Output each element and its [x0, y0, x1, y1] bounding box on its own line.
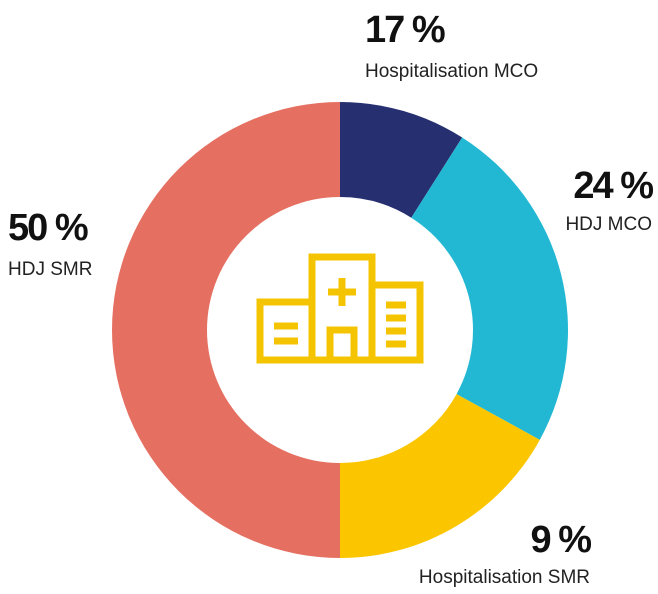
donut-slice [411, 137, 568, 440]
value-label: 24 % [573, 165, 653, 207]
legend-label: HDJ MCO [565, 214, 652, 235]
legend-label: Hospitalisation SMR [419, 567, 590, 588]
value-label: 17 % [365, 9, 445, 51]
value-label: 9 % [531, 519, 592, 561]
legend-label: HDJ SMR [8, 259, 92, 280]
hospital-icon [256, 253, 424, 364]
donut-slice [112, 102, 340, 558]
legend-label: Hospitalisation MCO [365, 61, 538, 82]
donut-slice [340, 394, 540, 558]
donut-slice [340, 102, 463, 218]
value-label: 50 % [8, 207, 88, 249]
